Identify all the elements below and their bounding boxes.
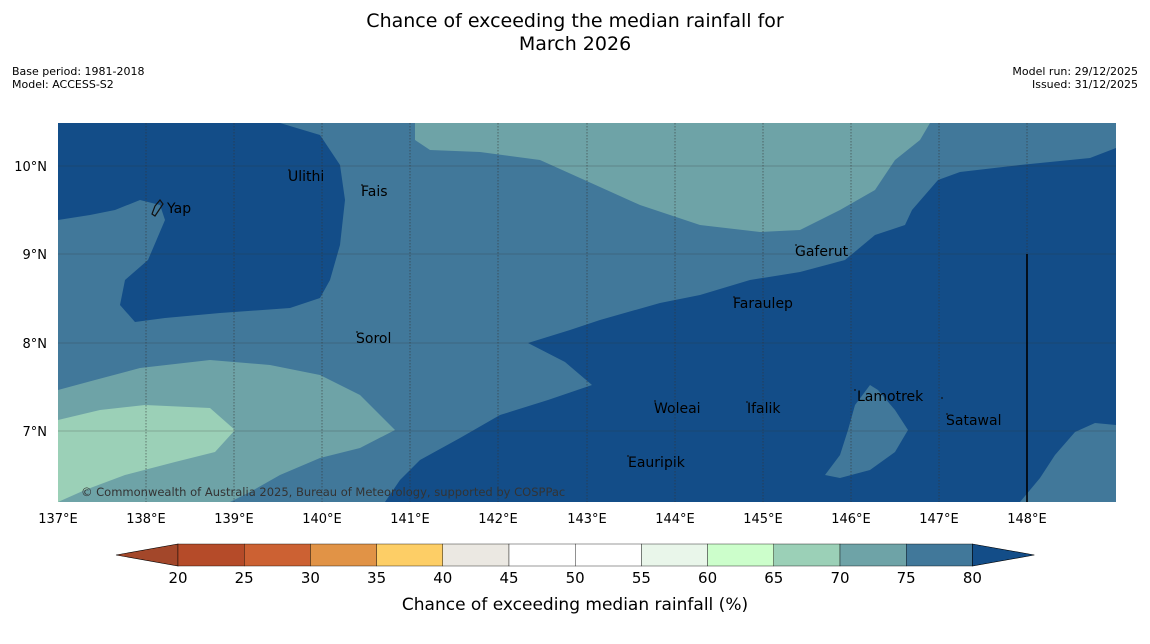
- colorbar-segment: [177, 543, 245, 567]
- lon-label-146e: 146°E: [831, 512, 871, 527]
- place-lamotrek: Lamotrek: [857, 389, 924, 405]
- colorbar-tick: 55: [632, 569, 651, 587]
- colorbar-tick: 20: [168, 569, 187, 587]
- colorbar-segment: [376, 543, 444, 567]
- place-fais: Fais: [361, 184, 388, 200]
- colorbar: [115, 543, 1035, 567]
- title-line-2: March 2026: [518, 33, 632, 55]
- longitude-labels: 137°E 138°E 139°E 140°E 141°E 142°E 143°…: [38, 512, 1047, 527]
- lat-label-10n: 10°N: [14, 160, 47, 175]
- lon-label-137e: 137°E: [38, 512, 78, 527]
- place-sorol: Sorol: [356, 331, 391, 347]
- model-run: Model run: 29/12/2025: [1012, 65, 1138, 78]
- colorbar-segment: [906, 543, 973, 567]
- lon-label-148e: 148°E: [1007, 512, 1047, 527]
- colorbar-segment: [707, 543, 774, 567]
- lon-label-141e: 141°E: [390, 512, 430, 527]
- colorbar-tick: 70: [830, 569, 849, 587]
- island-markers: [288, 169, 948, 457]
- colorbar-arrow-high: [972, 543, 1035, 567]
- colorbar-segment: [508, 543, 576, 567]
- lon-label-145e: 145°E: [743, 512, 783, 527]
- colorbar-tick: 25: [235, 569, 254, 587]
- colorbar-tick: 40: [433, 569, 452, 587]
- place-satawal: Satawal: [946, 413, 1001, 429]
- lon-label-142e: 142°E: [478, 512, 518, 527]
- lat-label-7n: 7°N: [23, 425, 48, 440]
- lon-label-138e: 138°E: [126, 512, 166, 527]
- lon-label-140e: 140°E: [302, 512, 342, 527]
- region-75-80-southeast: [1020, 423, 1116, 502]
- metadata-left: Base period: 1981-2018 Model: ACCESS-S2: [12, 65, 144, 91]
- lon-label-143e: 143°E: [567, 512, 607, 527]
- region-65-70-southwest: [58, 405, 235, 502]
- region-75-80-lamotrek: [825, 385, 908, 478]
- map-title: Chance of exceeding the median rainfall …: [0, 10, 1150, 56]
- colorbar-segment: [839, 543, 907, 567]
- colorbar-segment: [641, 543, 708, 567]
- place-ifalik: Ifalik: [747, 401, 781, 417]
- colorbar-tick: 80: [963, 569, 982, 587]
- colorbar-tick: 65: [764, 569, 783, 587]
- place-ulithi: Ulithi: [288, 169, 324, 185]
- colorbar-label: Chance of exceeding median rainfall (%): [402, 595, 748, 615]
- lat-label-8n: 8°N: [23, 337, 48, 352]
- title-line-1: Chance of exceeding the median rainfall …: [366, 10, 784, 32]
- colorbar-tick: 50: [566, 569, 585, 587]
- colorbar-tick: 75: [897, 569, 916, 587]
- colorbar-segment: [243, 543, 311, 567]
- rainfall-map: Yap Ulithi Fais Gaferut Faraulep Sorol W…: [58, 123, 1116, 502]
- colorbar-segment: [575, 543, 642, 567]
- place-faraulep: Faraulep: [733, 296, 793, 312]
- colorbar-arrow-low: [115, 543, 179, 567]
- region-80-east: [385, 123, 1116, 502]
- issued-date: Issued: 31/12/2025: [1031, 78, 1138, 91]
- colorbar-tick: 30: [301, 569, 320, 587]
- base-period: Base period: 1981-2018: [12, 65, 145, 78]
- colorbar-segment: [773, 543, 841, 567]
- copyright-notice: © Commonwealth of Australia 2025, Bureau…: [81, 485, 565, 499]
- metadata-right: Model run: 29/12/2025 Issued: 31/12/2025: [1012, 65, 1138, 91]
- colorbar-tick-labels: 20 25 30 35 40 45 50 55 60 65 70 75 80: [168, 569, 981, 587]
- place-gaferut: Gaferut: [795, 244, 849, 260]
- colorbar-tick: 45: [499, 569, 518, 587]
- colorbar-tick: 35: [367, 569, 386, 587]
- colorbar-segment: [442, 543, 510, 567]
- longitude-gridlines: [145, 123, 1028, 502]
- lat-label-9n: 9°N: [23, 248, 48, 263]
- place-woleai: Woleai: [654, 401, 701, 417]
- model-name: Model: ACCESS-S2: [12, 78, 114, 91]
- place-eauripik: Eauripik: [628, 455, 686, 471]
- lon-label-139e: 139°E: [214, 512, 254, 527]
- yap-island: [151, 199, 164, 217]
- region-70-75-north: [415, 123, 930, 232]
- lon-label-144e: 144°E: [655, 512, 695, 527]
- place-yap: Yap: [166, 201, 191, 217]
- latitude-gridlines: [58, 165, 1116, 432]
- colorbar-tick: 60: [698, 569, 717, 587]
- colorbar-segment: [310, 543, 377, 567]
- region-80-yap: [58, 123, 345, 322]
- lon-label-147e: 147°E: [919, 512, 959, 527]
